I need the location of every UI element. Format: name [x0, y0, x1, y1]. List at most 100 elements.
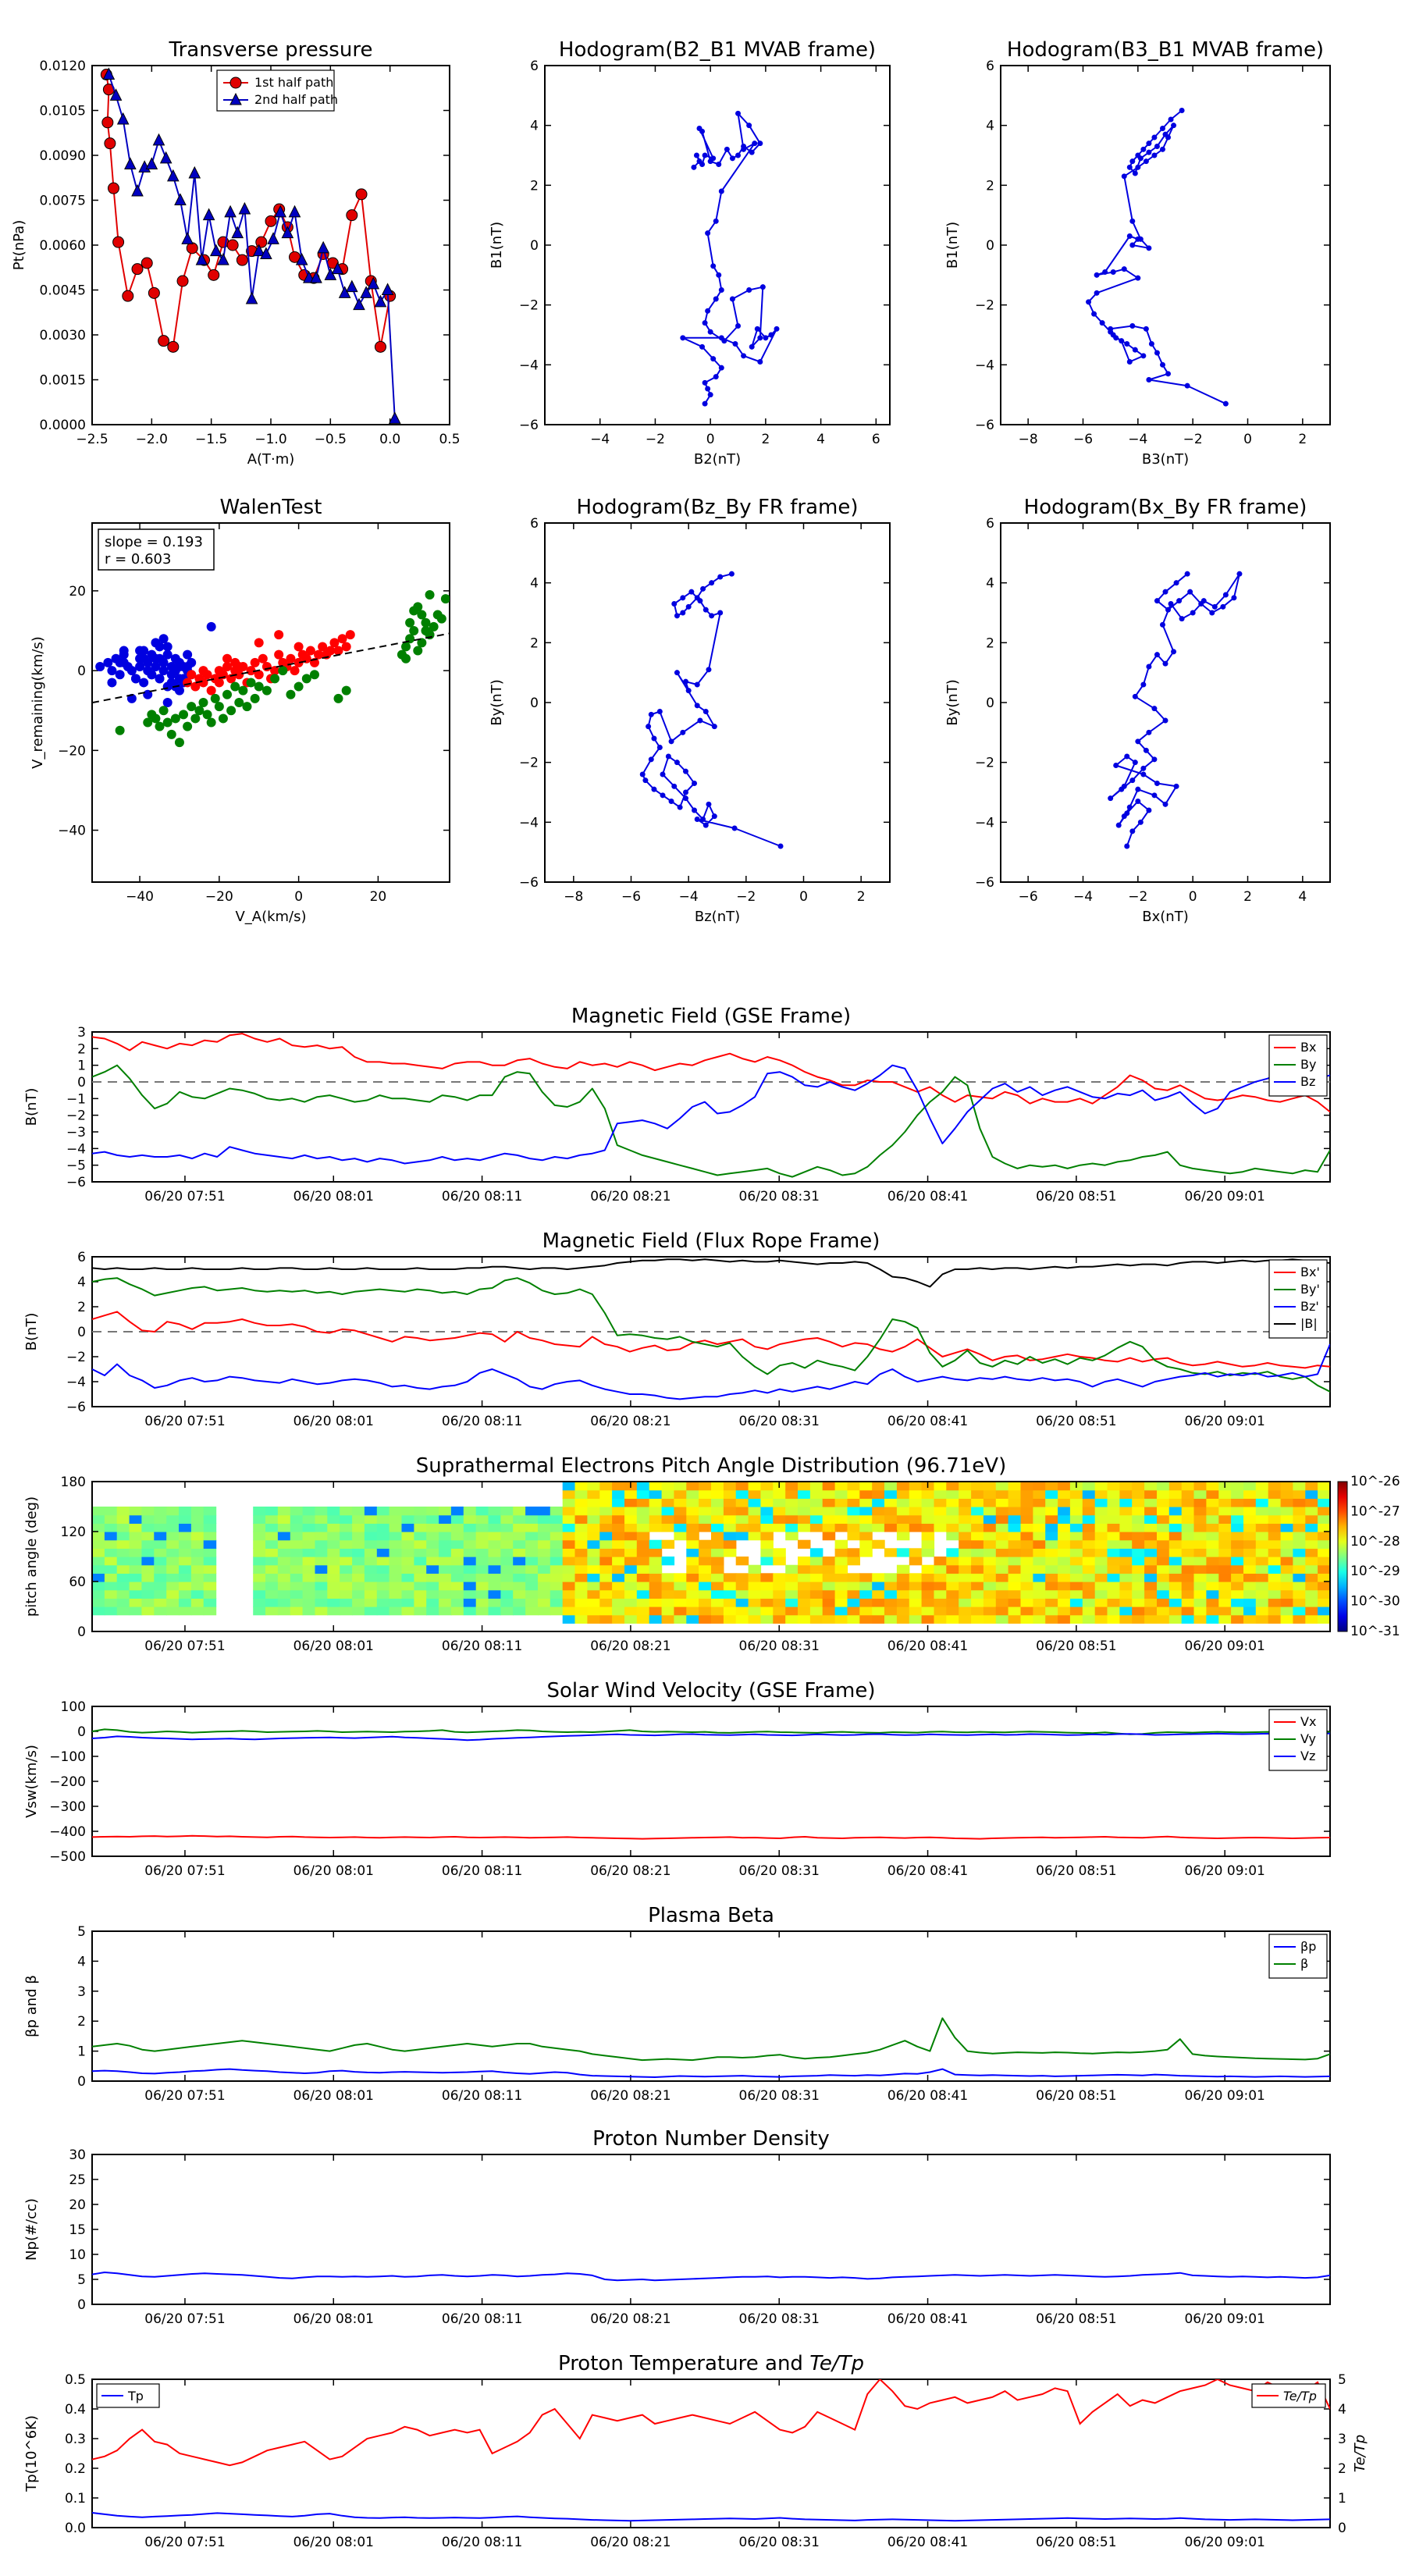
heatmap-cell	[1293, 1489, 1306, 1499]
chart-title: Solar Wind Velocity (GSE Frame)	[546, 1679, 875, 1703]
y-axis-label: B1(nT)	[489, 222, 505, 269]
heatmap-cell	[562, 1582, 576, 1591]
heatmap-cell	[711, 1606, 724, 1616]
heatmap-cell	[834, 1548, 848, 1557]
heatmap-cell	[847, 1523, 860, 1532]
heatmap-cell	[872, 1523, 885, 1532]
heatmap-cell	[909, 1557, 923, 1566]
heatmap-cell	[1318, 1523, 1330, 1532]
heatmap-cell	[995, 1523, 1009, 1532]
heatmap-cell	[896, 1498, 910, 1507]
data-point	[286, 689, 296, 699]
y-tick-label: −4	[519, 358, 539, 373]
heatmap-cell	[934, 1589, 947, 1599]
heatmap-cell	[612, 1539, 625, 1549]
heatmap-cell	[624, 1606, 638, 1616]
heatmap-cell	[1280, 1514, 1294, 1524]
heatmap-cell	[376, 1606, 390, 1616]
data-point	[692, 781, 698, 786]
data-point	[716, 162, 722, 167]
heatmap-cell	[141, 1548, 155, 1557]
heatmap-cell	[995, 1489, 1009, 1499]
heatmap-cell	[686, 1564, 699, 1574]
data-point	[214, 678, 224, 688]
heatmap-cell	[389, 1539, 403, 1549]
x-tick-label: 0	[1189, 889, 1197, 905]
data-point	[1209, 610, 1215, 616]
y-tick-label: 6	[986, 516, 994, 532]
heatmap-cell	[809, 1498, 823, 1507]
data-point	[1162, 660, 1168, 667]
y-tick-label: 0	[77, 1075, 86, 1091]
heatmap-cell	[748, 1614, 762, 1624]
heatmap-cell	[599, 1514, 613, 1524]
heatmap-cell	[340, 1548, 353, 1557]
y-tick-label: 30	[69, 2147, 86, 2163]
heatmap-cell	[1045, 1573, 1058, 1582]
y-tick-label: −4	[519, 815, 539, 831]
heatmap-cell	[636, 1498, 650, 1507]
heatmap-cell	[340, 1507, 353, 1516]
heatmap-cell	[364, 1606, 378, 1616]
heatmap-cell	[1045, 1582, 1058, 1591]
plot-border	[91, 65, 450, 425]
y-tick-label: 100	[61, 1699, 86, 1715]
heatmap-cell	[1218, 1606, 1232, 1616]
y-tick-label: 4	[77, 1954, 86, 1969]
data-point	[735, 152, 742, 158]
x-tick-label: 06/20 08:31	[739, 2088, 820, 2104]
heatmap-cell	[959, 1532, 972, 1541]
heatmap-cell	[686, 1589, 699, 1599]
heatmap-cell	[414, 1589, 427, 1599]
data-point	[717, 610, 724, 616]
x-tick-label: 06/20 08:41	[887, 1189, 968, 1204]
heatmap-cell	[649, 1598, 663, 1607]
heatmap-cell	[1193, 1489, 1207, 1499]
heatmap-cell	[414, 1548, 427, 1557]
heatmap-cell	[834, 1523, 848, 1532]
heatmap-cell	[649, 1564, 663, 1574]
heatmap-cell	[1008, 1582, 1022, 1591]
heatmap-cell	[1305, 1498, 1318, 1507]
right-tick-label: 1	[1338, 2491, 1346, 2507]
y-tick-label: 0.1	[65, 2491, 86, 2507]
heatmap-cell	[1094, 1589, 1108, 1599]
heatmap-cell	[1069, 1557, 1083, 1566]
data-point	[682, 795, 688, 802]
heatmap-cell	[116, 1606, 130, 1616]
data-point	[710, 356, 717, 362]
heatmap-cell	[1231, 1482, 1244, 1491]
x-tick-label: 06/20 09:01	[1184, 1189, 1264, 1204]
heatmap-cell	[277, 1507, 291, 1516]
heatmap-cell	[1058, 1589, 1071, 1599]
heatmap-cell	[141, 1582, 155, 1591]
data-point	[674, 760, 680, 766]
heatmap-cell	[785, 1514, 799, 1524]
heatmap-cell	[884, 1614, 898, 1624]
heatmap-cell	[364, 1507, 378, 1516]
heatmap-cell	[612, 1557, 625, 1566]
data-point	[274, 205, 287, 218]
legend-label: 1st half path	[254, 75, 333, 90]
data-point	[190, 713, 201, 724]
data-point	[131, 263, 144, 276]
y-tick-label: 6	[986, 59, 994, 74]
heatmap-cell	[884, 1589, 898, 1599]
heatmap-cell	[1181, 1614, 1195, 1624]
data-point	[651, 786, 657, 792]
heatmap-cell	[1318, 1564, 1330, 1574]
heatmap-cell	[1082, 1598, 1096, 1607]
heatmap-cell	[1181, 1573, 1195, 1582]
heatmap-cell	[983, 1573, 997, 1582]
heatmap-cell	[872, 1507, 885, 1516]
data-point	[234, 670, 244, 680]
heatmap-cell	[798, 1582, 811, 1591]
heatmap-cell	[340, 1598, 353, 1607]
data-point	[1146, 141, 1152, 147]
heatmap-cell	[995, 1532, 1009, 1541]
heatmap-cell	[711, 1523, 724, 1532]
heatmap-cell	[760, 1614, 774, 1624]
y-tick-label: 0.0060	[40, 238, 86, 254]
heatmap-cell	[463, 1573, 477, 1582]
